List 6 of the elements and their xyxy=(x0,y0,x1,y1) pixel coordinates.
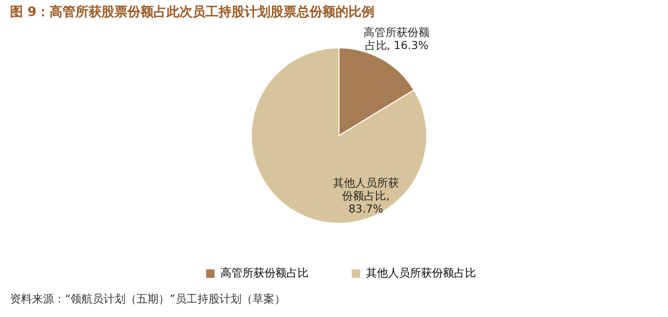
text: 资料来源：“领航员计划（五期）”员工持股计划（草案） xyxy=(10,292,286,306)
chart-title: 图 9：高管所获股票份额占此次员工持股计划股票总份额的比例 xyxy=(10,4,374,20)
data-label: 其他人员所获份额占比, 83.7% xyxy=(332,176,399,216)
data-label: 高管所获份额占比, 16.3% xyxy=(364,26,430,52)
legend-label: 高管所获份额占比 xyxy=(220,266,308,280)
legend-label: 其他人员所获份额占比 xyxy=(366,266,476,280)
